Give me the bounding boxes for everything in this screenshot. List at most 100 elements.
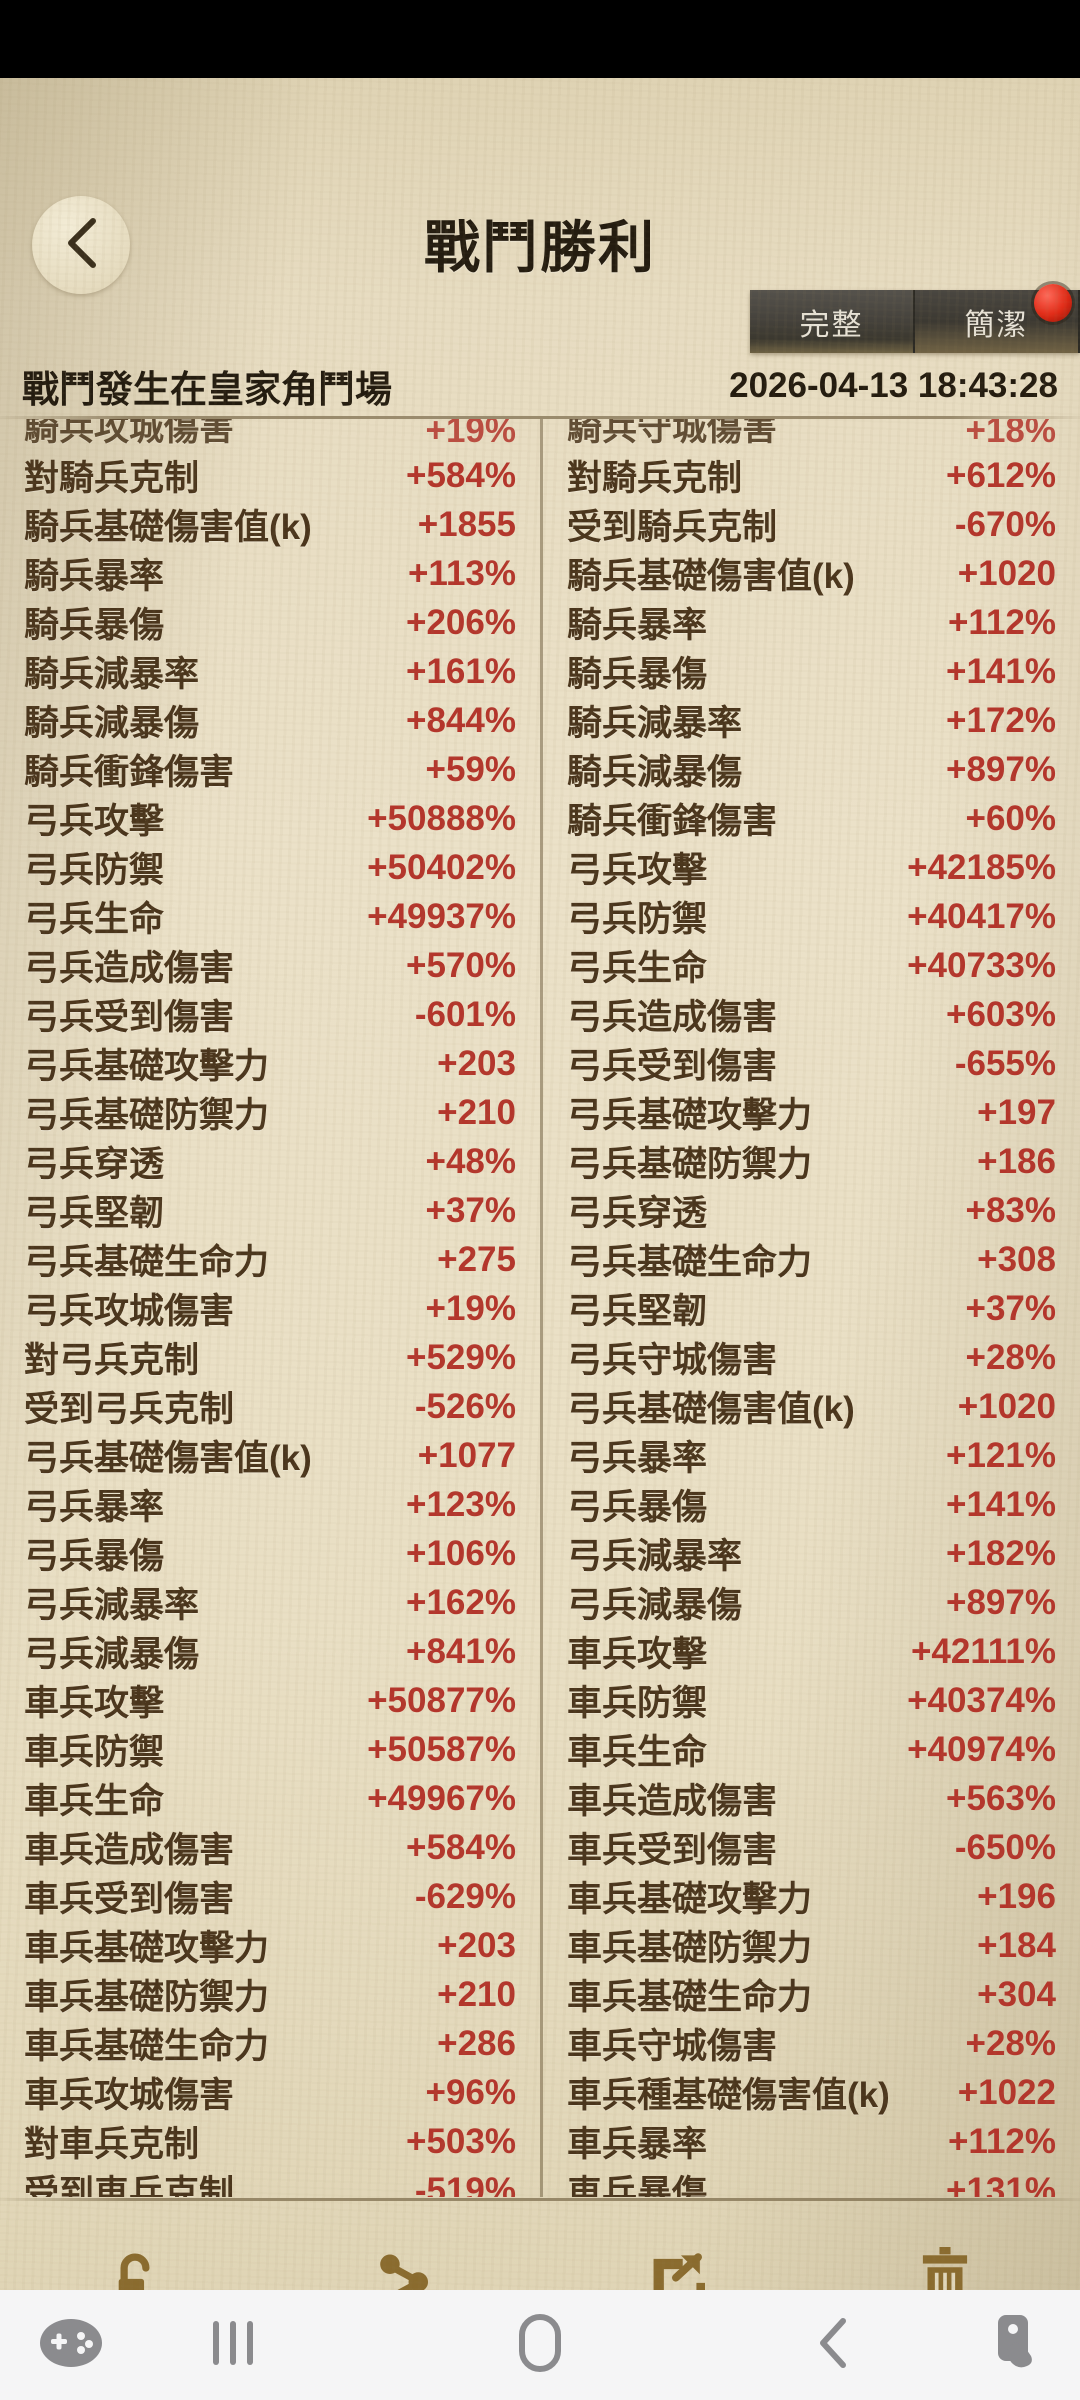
stat-label: 弓兵攻擊 [567,851,708,890]
stats-column-right[interactable]: 騎兵守城傷害 +18% 對騎兵克制 +612% 受到騎兵克制 -670% 騎兵基礎傷害值(k… [540,419,1080,2197]
stat-label: 弓兵減暴率 [24,1586,200,1625]
stat-label: 弓兵生命 [567,949,708,988]
stat-row: 弓兵減暴傷 +841% [24,1627,516,1676]
stat-value: -655% [954,1043,1056,1083]
stat-row: 車兵受到傷害 -629% [24,1872,516,1921]
stat-row: 弓兵防禦 +40417% [567,892,1056,941]
stat-value: +584% [406,455,516,495]
stat-row: 車兵暴傷 +131% [567,2166,1056,2198]
stat-value: +286 [437,2023,516,2063]
stat-label: 車兵基礎防禦力 [567,1929,813,1968]
stat-row: 弓兵基礎防禦力 +210 [24,1088,516,1137]
stat-label: 騎兵基礎傷害值(k) [567,557,855,596]
stat-label: 弓兵暴傷 [24,1537,165,1576]
stat-label: 弓兵基礎攻擊力 [24,1047,270,1086]
stat-row: 對弓兵克制 +529% [24,1333,516,1382]
back-nav-button[interactable] [790,2315,876,2376]
stats-columns[interactable]: 騎兵攻城傷害 +19% 對騎兵克制 +584% 騎兵基礎傷害值(k) +1855 騎兵暴率 +… [0,419,1080,2197]
stat-value: +121% [946,1435,1056,1475]
stat-value: +112% [947,602,1056,642]
tab-full[interactable]: 完整 [750,290,915,353]
stat-row: 弓兵守城傷害 +28% [567,1333,1056,1382]
stat-label: 弓兵防禦 [567,900,708,939]
stat-label: 弓兵守城傷害 [567,1341,778,1380]
stat-label: 車兵暴率 [567,2125,708,2164]
stat-value: +40974% [907,1729,1056,1769]
game-launcher-button[interactable] [28,2317,114,2374]
stat-label: 弓兵攻城傷害 [24,1292,235,1331]
stat-row: 車兵生命 +40974% [567,1725,1056,1774]
stat-row: 車兵守城傷害 +28% [567,2019,1056,2068]
stat-row: 車兵基礎防禦力 +184 [567,1921,1056,1970]
recents-icon [203,2315,263,2376]
stat-value: +112% [947,2121,1056,2161]
stat-row: 弓兵穿透 +83% [567,1186,1056,1235]
stat-row: 騎兵暴傷 +206% [24,598,516,647]
stat-value: +184 [977,1925,1056,1965]
stat-row: 弓兵暴率 +121% [567,1431,1056,1480]
stat-label: 弓兵基礎傷害值(k) [24,1439,312,1478]
stat-row: 弓兵暴傷 +106% [24,1529,516,1578]
stat-row: 騎兵暴率 +112% [567,598,1056,647]
stat-row: 車兵基礎生命力 +304 [567,1970,1056,2019]
stat-label: 騎兵暴傷 [24,606,165,645]
stat-label: 弓兵受到傷害 [567,1047,778,1086]
stat-value: +42185% [907,847,1056,887]
stat-row: 弓兵生命 +49937% [24,892,516,941]
stat-label: 車兵種基礎傷害值(k) [567,2076,890,2115]
stat-row: 騎兵衝鋒傷害 +60% [567,794,1056,843]
stat-label: 對騎兵克制 [567,459,743,498]
stat-label: 騎兵減暴率 [24,655,200,694]
stat-value: +1855 [417,504,516,544]
stat-row: 騎兵攻城傷害 +19% [24,419,516,451]
stat-row: 車兵攻城傷害 +96% [24,2068,516,2117]
stat-row: 弓兵暴率 +123% [24,1480,516,1529]
stat-row: 騎兵基礎傷害值(k) +1855 [24,500,516,549]
stat-value: +304 [977,1974,1056,2014]
android-nav-bar [0,2290,1080,2400]
stat-value: +1077 [417,1435,516,1475]
stat-value: +503% [406,2121,516,2161]
stat-row: 弓兵攻擊 +42185% [567,843,1056,892]
home-button[interactable] [495,2312,585,2379]
stat-value: +203 [437,1043,516,1083]
stat-label: 車兵攻擊 [567,1635,708,1674]
back-button[interactable] [32,196,130,294]
stat-row: 對騎兵克制 +584% [24,451,516,500]
stat-row: 弓兵基礎攻擊力 +203 [24,1039,516,1088]
recents-button[interactable] [190,2315,276,2376]
stat-row: 弓兵造成傷害 +603% [567,990,1056,1039]
stat-row: 弓兵基礎防禦力 +186 [567,1137,1056,1186]
stat-row: 騎兵基礎傷害值(k) +1020 [567,549,1056,598]
stat-row: 車兵種基礎傷害值(k) +1022 [567,2068,1056,2117]
battle-location: 戰鬥發生在皇家角鬥場 [22,369,392,410]
stat-label: 弓兵基礎防禦力 [567,1145,813,1184]
stat-row: 受到車兵克制 -519% [24,2166,516,2198]
page-title: 戰鬥勝利 [424,216,656,279]
stat-label: 車兵生命 [24,1782,165,1821]
stat-value: +96% [425,2072,517,2112]
stat-label: 弓兵防禦 [24,851,165,890]
stat-row: 弓兵減暴率 +162% [24,1578,516,1627]
stat-row: 弓兵基礎傷害值(k) +1020 [567,1382,1056,1431]
stat-label: 騎兵衝鋒傷害 [567,802,778,841]
stat-value: +141% [946,1484,1056,1524]
stat-row: 騎兵減暴傷 +844% [24,696,516,745]
stat-label: 弓兵基礎傷害值(k) [567,1390,855,1429]
stat-row: 弓兵生命 +40733% [567,941,1056,990]
stat-row: 受到騎兵克制 -670% [567,500,1056,549]
stat-value: +48% [425,1141,517,1181]
stats-column-left[interactable]: 騎兵攻城傷害 +19% 對騎兵克制 +584% 騎兵基礎傷害值(k) +1855 騎兵暴率 +… [0,419,540,2197]
app-header: 戰鬥勝利 [0,78,1080,294]
stat-value: +19% [425,1288,517,1328]
stat-label: 弓兵暴率 [24,1488,165,1527]
stat-value: +123% [406,1484,516,1524]
touch-assist-button[interactable] [975,2312,1061,2379]
stat-label: 對騎兵克制 [24,459,200,498]
stat-row: 弓兵基礎生命力 +275 [24,1235,516,1284]
notification-dot-icon [1034,284,1072,322]
view-mode-tabs: 完整 簡潔 [750,284,1080,353]
stat-row: 車兵攻擊 +42111% [567,1627,1056,1676]
stat-row: 弓兵攻擊 +50888% [24,794,516,843]
stat-value: +529% [406,1337,516,1377]
